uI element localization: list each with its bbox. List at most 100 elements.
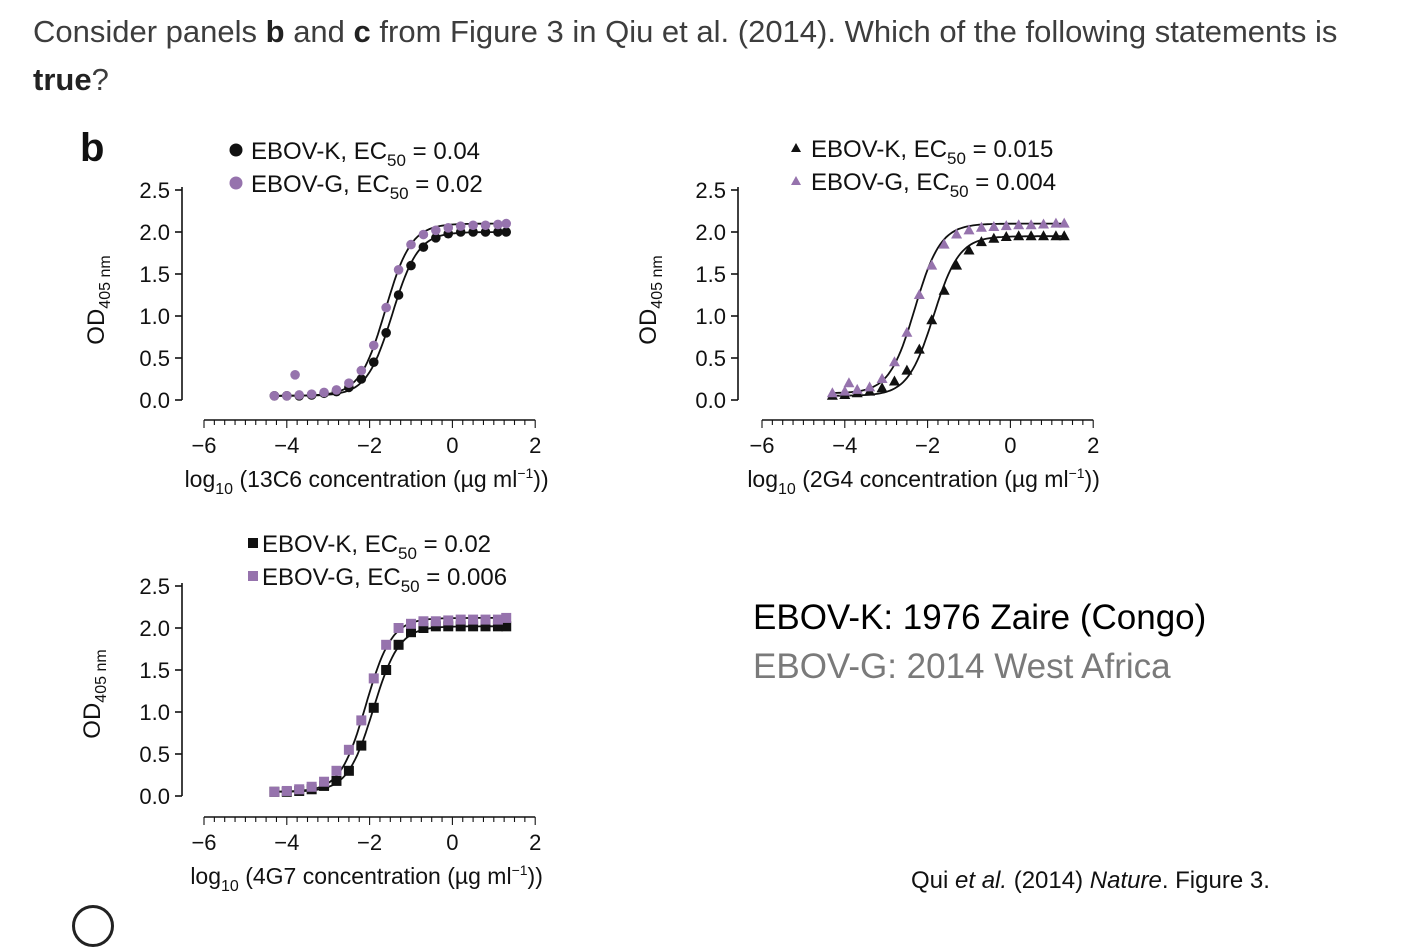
data-point [430,616,441,627]
data-point [406,239,416,250]
x-axis-label: log10 (4G7 concentration (µg ml−1)) [190,862,543,895]
legend-label-part: = 0.02 [409,171,483,198]
data-point [381,302,391,313]
x-axis-label-part: log [185,466,216,492]
data-point [901,364,913,375]
data-point [938,284,950,295]
data-point [468,614,479,625]
data-point [1013,219,1025,230]
data-point [455,221,466,231]
x-tick-label: −4 [274,830,299,855]
data-point [443,621,454,632]
data-point [356,740,367,751]
question-panel-b: b [265,14,285,49]
fit-curve [832,235,1067,397]
citation-year: (2014) [1007,867,1090,894]
x-tick-label: 2 [529,830,541,855]
y-tick-label: 0.5 [139,742,170,767]
data-point [480,621,491,632]
data-point [468,227,478,237]
question-text: Consider panels b and c from Figure 3 in… [33,8,1393,104]
legend-label: EBOV-K, EC50 = 0.015 [811,136,1053,168]
data-point [281,785,292,796]
data-point [926,314,938,325]
data-point [843,377,855,388]
data-point [1050,230,1062,241]
data-point [406,618,416,629]
data-point [431,233,441,243]
x-tick-label: 2 [1087,433,1099,458]
x-tick-label: 0 [446,433,458,458]
legend-label-part: EBOV-G, EC [251,171,390,198]
data-point [492,614,503,625]
y-tick-label: 2.0 [139,220,170,245]
fit-curve [832,222,1067,394]
x-axis-label-part: (4G7 concentration (µg ml [239,863,512,889]
question-end: ? [91,62,109,97]
data-point [381,328,391,338]
legend-label-part: 50 [950,182,969,201]
data-point [356,365,367,376]
data-point [356,715,367,726]
radio-partial[interactable] [72,905,114,947]
x-axis-label-part: (2G4 concentration (µg ml [796,466,1069,492]
data-point [951,259,963,270]
x-axis-label-part: 10 [221,878,239,895]
x-tick-label: −6 [191,433,216,458]
legend-label-part: EBOV-K, EC [251,138,387,165]
data-point [963,244,975,255]
strain-k-label: EBOV-K: 1976 Zaire (Congo) [753,598,1207,637]
x-axis-label-part: 10 [215,481,233,498]
x-tick-label: 0 [446,830,458,855]
x-axis-label-part: log [190,863,221,889]
citation-journal: Nature [1089,867,1162,894]
data-point [418,229,429,240]
data-point [406,260,416,271]
y-tick-label: 1.0 [139,700,170,725]
data-point [418,616,429,627]
citation-suffix: . Figure 3. [1161,867,1270,894]
data-point [1025,230,1037,241]
series-ebov-g [826,217,1070,398]
legend-marker [248,538,258,548]
legend-label-part: EBOV-K, EC [811,136,947,163]
y-axis-label-part: 405 nm [649,255,666,308]
data-point [501,621,512,632]
data-point [443,223,454,233]
y-axis-label: OD405 nm [635,255,666,344]
y-axis-label: OD405 nm [83,255,114,344]
data-point [826,387,838,398]
data-point [468,220,478,231]
data-point [913,289,925,299]
legend-label-part: 50 [398,544,417,563]
legend-label: EBOV-G, EC50 = 0.006 [262,564,507,596]
y-tick-label: 2.5 [139,178,170,203]
legend-label-part: = 0.004 [969,169,1056,196]
data-point [501,218,512,229]
y-axis-label-part: OD [83,309,110,345]
y-tick-label: 1.5 [139,262,170,287]
data-point [480,227,491,237]
y-tick-label: 1.5 [139,658,170,683]
legend-label: EBOV-G, EC50 = 0.004 [811,169,1056,201]
x-axis-label: log10 (2G4 concentration (µg ml−1)) [747,465,1100,498]
legend-label: EBOV-K, EC50 = 0.02 [262,531,491,563]
x-tick-label: −6 [749,433,774,458]
x-axis-label-part: )) [528,863,543,889]
legend-label-part: = 0.02 [417,531,491,558]
series-ebov-k [826,230,1070,400]
data-point [455,614,466,625]
x-axis-label-part: −1 [512,862,528,878]
data-point [851,383,863,394]
data-point [381,639,392,650]
data-point [480,220,491,231]
data-point [501,227,512,237]
y-tick-label: 0.5 [139,346,170,371]
legend-marker [791,143,801,152]
data-point [501,612,512,623]
data-point [1050,217,1062,228]
citation-prefix: Qui [911,867,956,894]
data-point [888,375,900,386]
x-tick-label: −2 [357,830,382,855]
data-point [393,639,404,650]
